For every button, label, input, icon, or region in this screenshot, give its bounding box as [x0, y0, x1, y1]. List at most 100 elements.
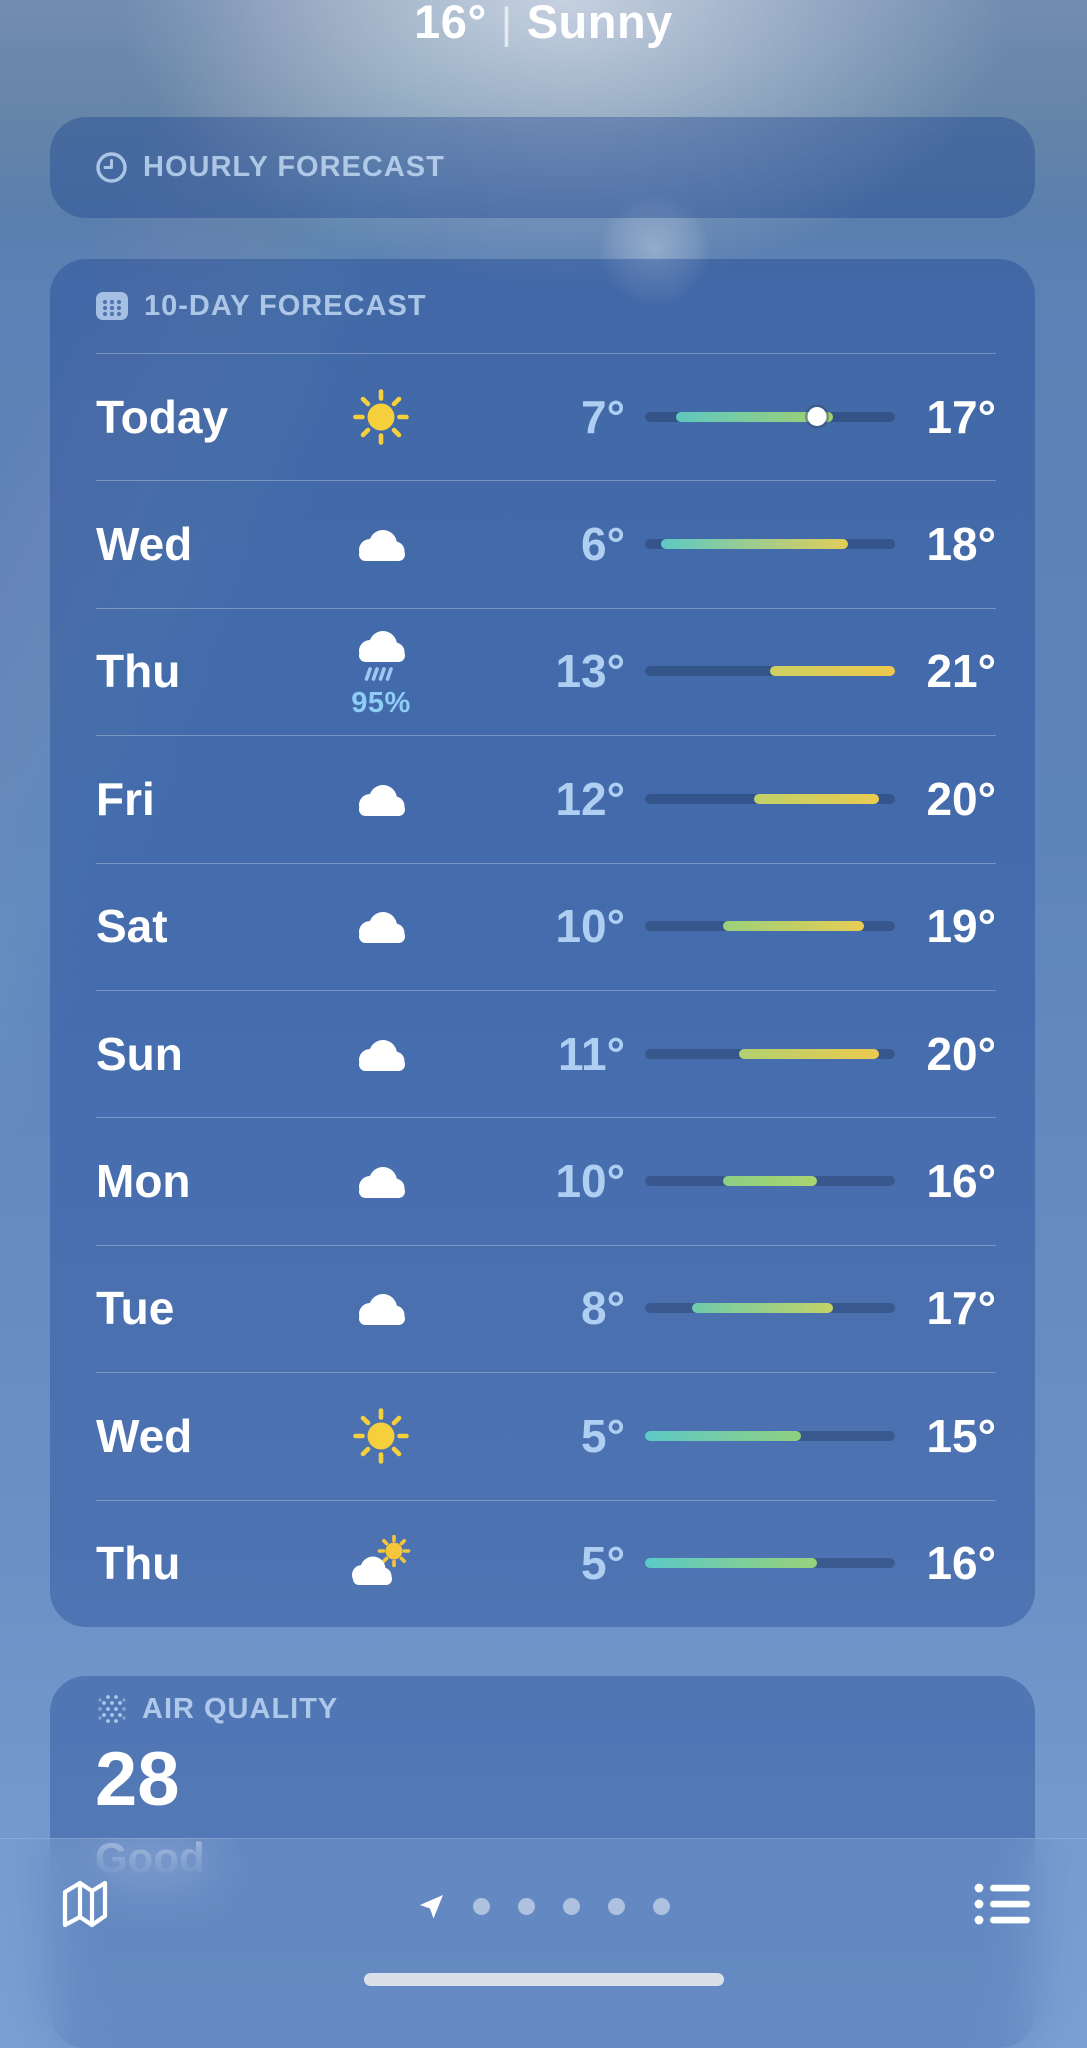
temperature-range-fill — [723, 1176, 817, 1187]
cloud-icon — [359, 530, 405, 562]
low-temperature: 10° — [555, 900, 625, 953]
low-temperature: 10° — [555, 1155, 625, 1208]
high-temperature: 17° — [926, 390, 996, 443]
low-temperature: 6° — [581, 518, 625, 571]
day-label: Thu — [96, 645, 181, 698]
row-divider — [96, 1372, 996, 1374]
row-divider — [96, 1244, 996, 1246]
forecast-row-wed-1[interactable]: Wed 6° 18° — [50, 480, 1035, 607]
high-temperature: 15° — [926, 1409, 996, 1462]
calendar-icon — [96, 292, 128, 320]
air-quality-icon — [98, 1695, 126, 1723]
home-indicator[interactable] — [363, 1973, 724, 1986]
temperature-range-bar — [645, 539, 895, 550]
condition-icon-cell — [316, 388, 446, 445]
forecast-row-fri-3[interactable]: Fri 12° 20° — [50, 735, 1035, 862]
condition-icon-cell — [316, 522, 446, 566]
current-temp-dot — [807, 407, 827, 427]
air-quality-value: 28 — [95, 1737, 180, 1822]
forecast-row-today-0[interactable]: Today 7° 17° — [50, 353, 1035, 480]
temperature-range-bar — [645, 1176, 895, 1187]
forecast-row-thu-9[interactable]: Thu 5° 16° — [50, 1499, 1035, 1627]
temperature-range-fill — [754, 793, 880, 804]
high-temperature: 19° — [926, 900, 996, 953]
page-control[interactable] — [418, 1893, 670, 1920]
temperature-range-fill — [660, 539, 849, 550]
day-label: Wed — [96, 1409, 193, 1462]
temperature-range-bar — [645, 793, 895, 804]
current-location-icon — [419, 1895, 443, 1919]
hourly-forecast-card[interactable]: HOURLY FORECAST — [50, 117, 1035, 218]
temperature-range-bar — [645, 1558, 895, 1569]
page-dot-4[interactable] — [607, 1898, 625, 1915]
current-conditions-summary: 16° | Sunny — [0, 0, 1087, 49]
condition-icon-cell — [316, 1159, 446, 1203]
precipitation-chance: 95% — [351, 686, 411, 719]
temperature-range-fill — [676, 411, 833, 422]
low-temperature: 5° — [581, 1409, 625, 1462]
condition-icon-cell — [316, 1032, 446, 1076]
high-temperature: 21° — [926, 645, 996, 698]
day-label: Fri — [96, 772, 155, 825]
cloud-icon — [359, 1167, 405, 1199]
page-dot-1[interactable] — [472, 1898, 490, 1915]
temperature-range-fill — [738, 1048, 880, 1059]
map-button[interactable] — [56, 1875, 114, 1933]
condition-icon-cell — [316, 1286, 446, 1330]
temperature-range-bar — [645, 1430, 895, 1441]
forecast-rows: Today 7° 17° Wed 6° 18° Thu 95% 13° — [50, 353, 1035, 1627]
forecast-row-wed-8[interactable]: Wed 5° 15° — [50, 1372, 1035, 1499]
page-dot-5[interactable] — [652, 1898, 670, 1915]
high-temperature: 17° — [926, 1282, 996, 1335]
condition-icon-cell — [316, 1535, 446, 1591]
forecast-row-sat-4[interactable]: Sat 10° 19° — [50, 862, 1035, 990]
temperature-range-fill — [770, 666, 895, 677]
high-temperature: 16° — [926, 1155, 996, 1208]
clock-icon — [96, 152, 127, 183]
condition-icon-cell — [316, 1408, 446, 1464]
hourly-forecast-title: HOURLY FORECAST — [143, 151, 445, 183]
current-condition: Sunny — [526, 0, 673, 48]
day-label: Thu — [96, 1537, 181, 1590]
day-label: Mon — [96, 1155, 191, 1208]
air-quality-title: AIR QUALITY — [142, 1692, 339, 1725]
forecast-row-tue-7[interactable]: Tue 8° 17° — [50, 1244, 1035, 1372]
low-temperature: 8° — [581, 1282, 625, 1335]
ten-day-forecast-card: 10-DAY FORECAST Today 7° 17° Wed 6° 18° … — [50, 259, 1035, 1627]
temperature-range-bar — [645, 1303, 895, 1314]
low-temperature: 11° — [557, 1027, 625, 1080]
row-divider — [96, 607, 996, 609]
page-dot-2[interactable] — [517, 1898, 535, 1915]
summary-separator: | — [500, 0, 513, 48]
high-temperature: 16° — [926, 1537, 996, 1590]
low-temperature: 7° — [581, 390, 625, 443]
forecast-row-mon-6[interactable]: Mon 10° 16° — [50, 1117, 1035, 1244]
cloud-icon — [359, 1039, 405, 1071]
day-label: Tue — [96, 1282, 175, 1335]
high-temperature: 20° — [926, 772, 996, 825]
bottom-toolbar — [0, 1838, 1087, 2048]
partly-cloudy-icon — [352, 1535, 411, 1586]
temperature-range-bar — [645, 1048, 895, 1059]
day-label: Wed — [96, 518, 193, 571]
temperature-range-fill — [645, 1558, 817, 1569]
cloud-icon — [359, 912, 405, 944]
row-divider — [96, 989, 996, 991]
sun-icon — [353, 388, 409, 445]
ten-day-forecast-title: 10-DAY FORECAST — [144, 289, 427, 322]
temperature-range-bar — [645, 407, 895, 427]
list-button[interactable] — [973, 1879, 1031, 1929]
cloud-icon — [359, 1294, 405, 1326]
forecast-row-sun-5[interactable]: Sun 11° 20° — [50, 989, 1035, 1117]
row-divider — [96, 353, 996, 354]
low-temperature: 12° — [555, 772, 625, 825]
condition-icon-cell: 95% — [316, 623, 446, 720]
air-quality-header: AIR QUALITY — [95, 1692, 990, 1726]
temperature-range-bar — [645, 921, 895, 932]
low-temperature: 13° — [555, 645, 625, 698]
row-divider — [96, 1117, 996, 1119]
forecast-row-thu-2[interactable]: Thu 95% 13° 21° — [50, 607, 1035, 735]
page-dot-3[interactable] — [562, 1898, 580, 1915]
cloud-icon — [359, 784, 405, 816]
